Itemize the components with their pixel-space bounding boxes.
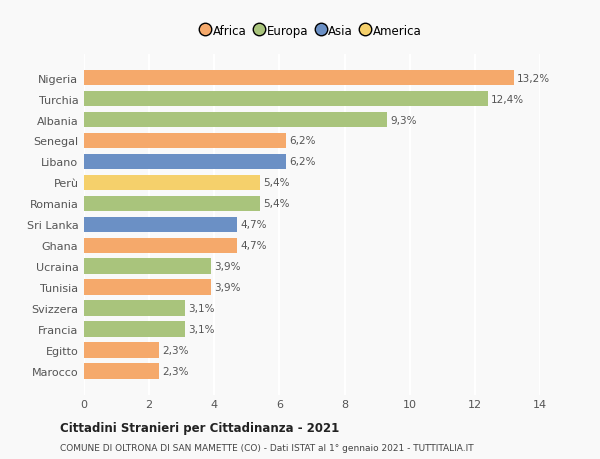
Bar xyxy=(84,301,185,317)
Text: 9,3%: 9,3% xyxy=(390,115,416,125)
Bar xyxy=(84,322,185,337)
Text: COMUNE DI OLTRONA DI SAN MAMETTE (CO) - Dati ISTAT al 1° gennaio 2021 - TUTTITAL: COMUNE DI OLTRONA DI SAN MAMETTE (CO) - … xyxy=(60,443,473,452)
Text: 3,1%: 3,1% xyxy=(188,304,215,313)
Text: Cittadini Stranieri per Cittadinanza - 2021: Cittadini Stranieri per Cittadinanza - 2… xyxy=(60,421,339,434)
Text: 2,3%: 2,3% xyxy=(162,366,188,376)
Text: 3,9%: 3,9% xyxy=(214,262,241,272)
Text: 2,3%: 2,3% xyxy=(162,346,188,356)
Bar xyxy=(84,112,387,128)
Text: 6,2%: 6,2% xyxy=(289,136,316,146)
Bar xyxy=(84,71,514,86)
Text: 13,2%: 13,2% xyxy=(517,73,550,84)
Legend: Africa, Europa, Asia, America: Africa, Europa, Asia, America xyxy=(197,20,427,43)
Text: 6,2%: 6,2% xyxy=(289,157,316,167)
Bar xyxy=(84,175,260,191)
Bar xyxy=(84,364,159,379)
Bar xyxy=(84,217,237,233)
Bar xyxy=(84,196,260,212)
Bar xyxy=(84,343,159,358)
Bar xyxy=(84,154,286,170)
Text: 3,9%: 3,9% xyxy=(214,283,241,293)
Text: 5,4%: 5,4% xyxy=(263,178,290,188)
Bar xyxy=(84,91,488,107)
Bar xyxy=(84,280,211,296)
Text: 4,7%: 4,7% xyxy=(241,220,267,230)
Text: 5,4%: 5,4% xyxy=(263,199,290,209)
Bar xyxy=(84,133,286,149)
Bar xyxy=(84,259,211,274)
Text: 3,1%: 3,1% xyxy=(188,325,215,335)
Text: 4,7%: 4,7% xyxy=(241,241,267,251)
Bar xyxy=(84,238,237,254)
Text: 12,4%: 12,4% xyxy=(491,94,524,104)
